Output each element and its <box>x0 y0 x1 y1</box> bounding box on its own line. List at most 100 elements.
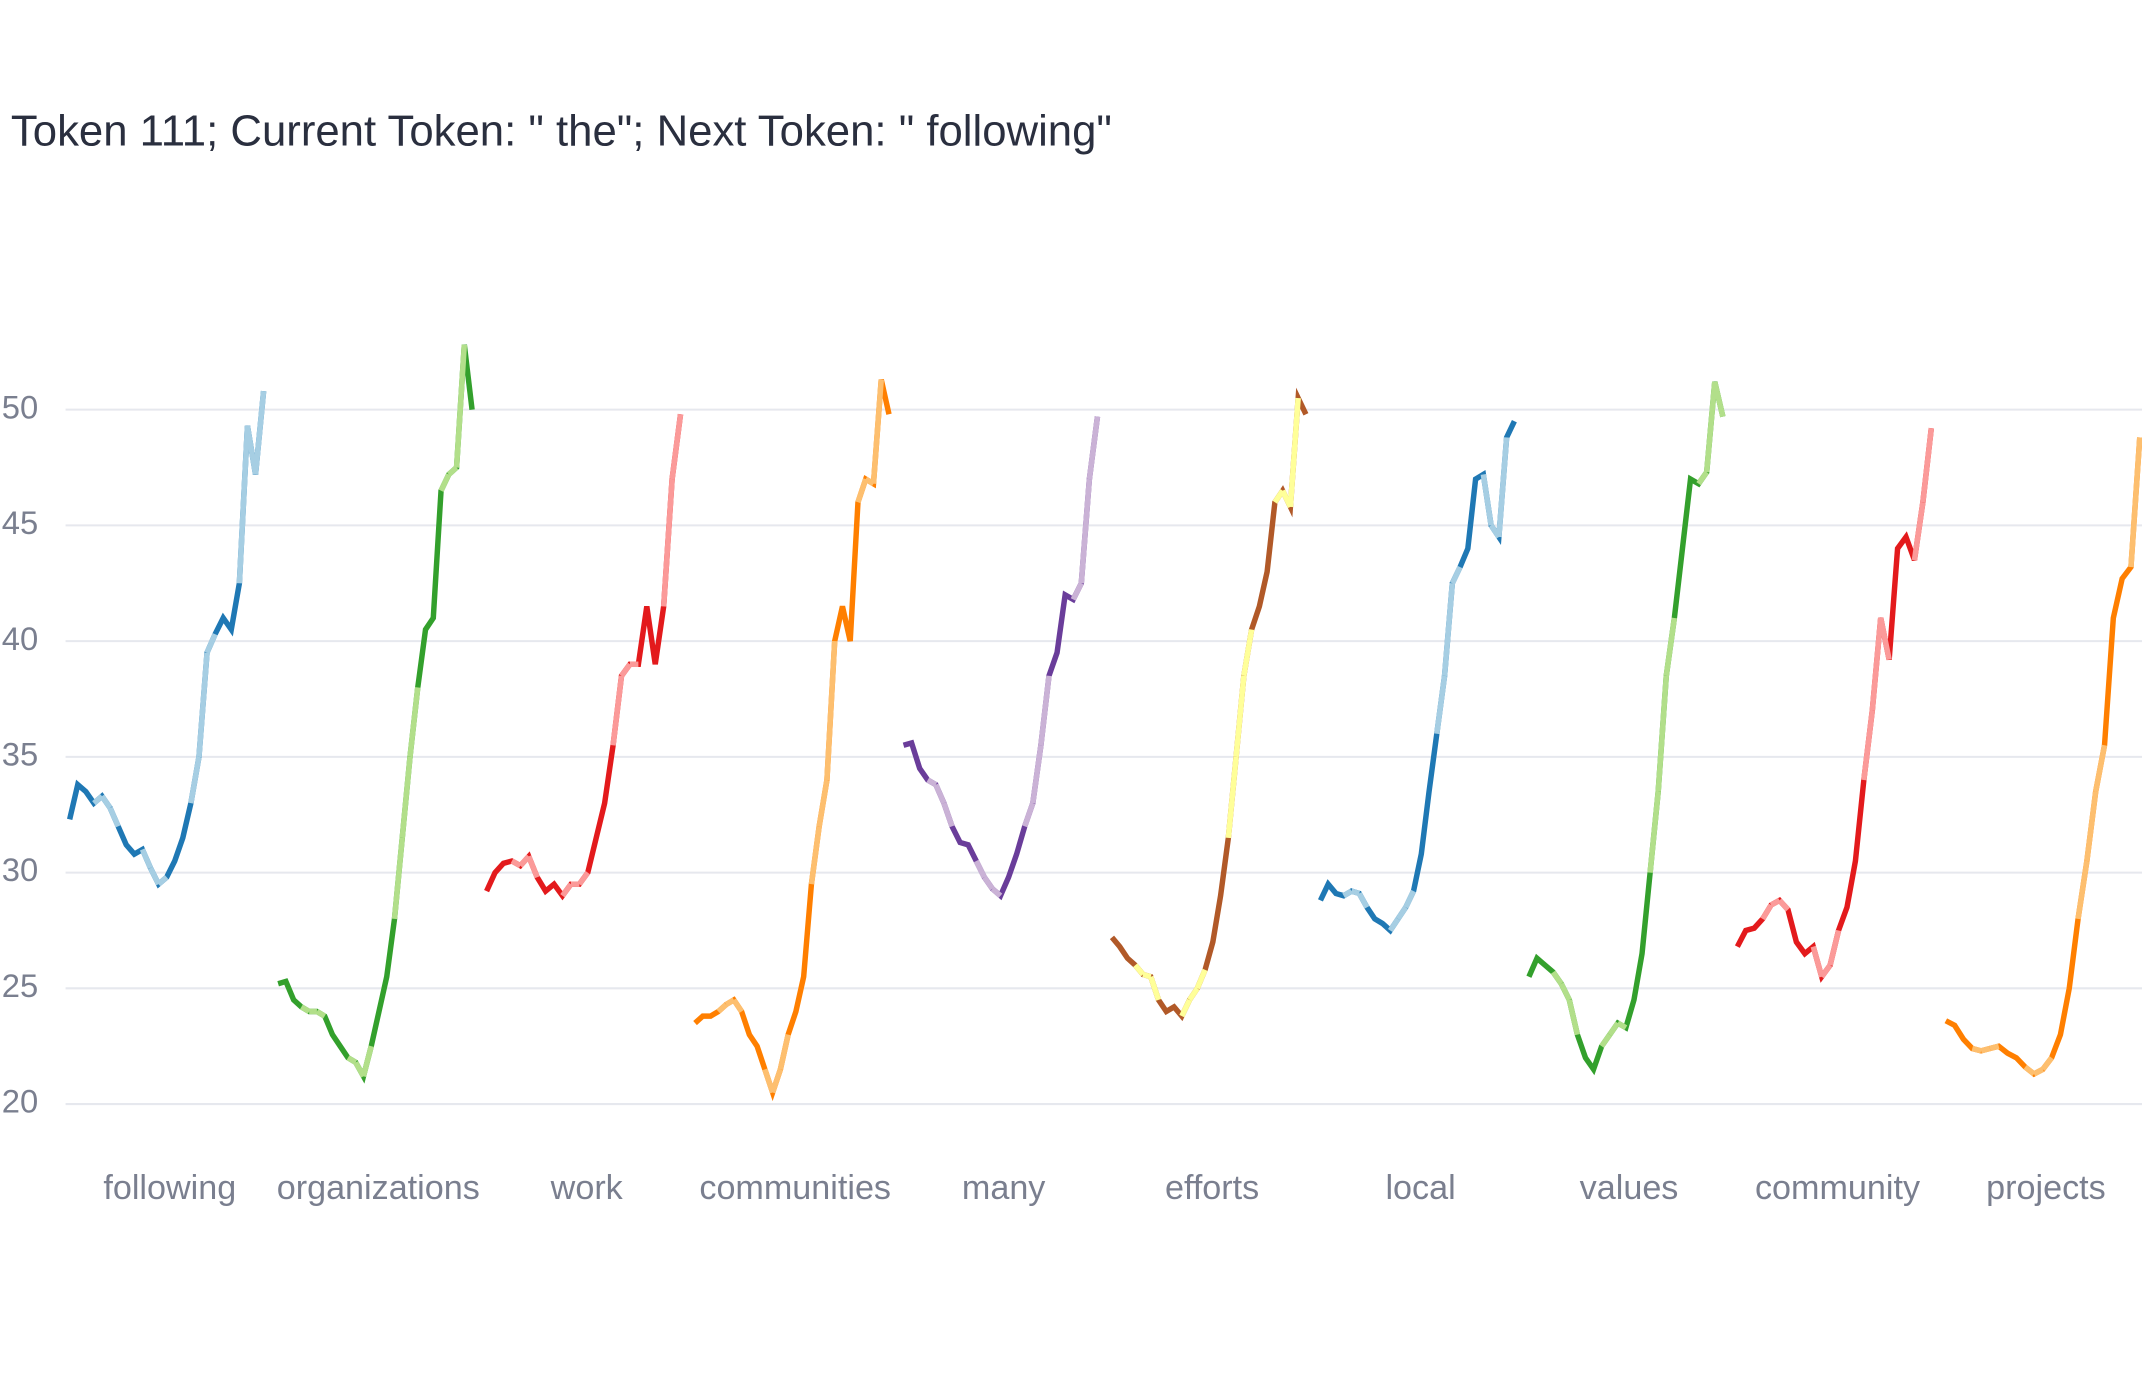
line-highlight <box>990 886 1003 898</box>
x-tick-label: local <box>1385 1169 1455 1207</box>
line-highlight <box>1989 1043 2000 1052</box>
series-line <box>693 378 892 1102</box>
line-highlight <box>1810 945 1825 978</box>
line-highlight <box>2093 744 2108 793</box>
line-highlight <box>731 998 744 1014</box>
line-highlight <box>1647 791 1661 873</box>
line-highlight <box>808 825 822 885</box>
line-highlight <box>1070 582 1084 601</box>
line-highlight <box>300 1004 311 1014</box>
x-tick-label: following <box>103 1169 236 1207</box>
series-line <box>1734 427 1935 983</box>
line-highlight <box>2023 1064 2036 1077</box>
line-highlight <box>560 882 574 898</box>
line-highlight <box>1038 675 1052 746</box>
y-tick-label: 50 <box>2 388 38 425</box>
line-highlight <box>407 687 421 758</box>
line-highlight <box>1769 897 1781 908</box>
y-tick-label: 45 <box>2 504 38 541</box>
line-highlight <box>1777 898 1790 912</box>
line-highlight <box>1920 427 1935 503</box>
line-highlight <box>99 794 113 810</box>
y-tick-label: 30 <box>2 851 38 888</box>
line-highlight <box>1819 963 1833 979</box>
line-highlight <box>1558 982 1572 1002</box>
line-highlight <box>188 756 202 804</box>
y-tick-label: 35 <box>2 736 38 773</box>
line-highlight <box>1599 1033 1612 1048</box>
line-highlight <box>724 997 736 1007</box>
line-highlight <box>399 756 413 839</box>
line-highlight <box>770 1068 783 1094</box>
series-line <box>67 390 267 889</box>
line-highlight <box>1022 802 1036 828</box>
line-highlight <box>1148 975 1162 1001</box>
line-highlight <box>933 783 947 805</box>
line-highlight <box>1287 397 1301 508</box>
x-tick-label: work <box>550 1169 624 1207</box>
line-highlight <box>510 858 522 869</box>
chart-title: Token 111; Current Token: " the"; Next T… <box>11 107 1112 156</box>
line-highlight <box>453 344 468 468</box>
x-tick-label: community <box>1755 1169 1920 1207</box>
line-highlight <box>660 478 675 607</box>
line-highlight <box>1703 381 1718 473</box>
line-highlight <box>716 1002 728 1014</box>
line-highlight <box>2128 437 2142 568</box>
y-tick-label: 20 <box>2 1083 38 1120</box>
line-highlight <box>982 875 995 891</box>
line-highlight <box>1663 617 1678 677</box>
line-highlight <box>156 875 169 887</box>
line-highlight <box>973 859 987 879</box>
y-tick-label: 40 <box>2 620 38 657</box>
line-highlight <box>2032 1066 2045 1077</box>
line-highlight <box>1496 437 1510 538</box>
line-highlight <box>1225 756 1239 839</box>
line-highlight <box>1387 917 1401 932</box>
line-highlight <box>1403 889 1417 909</box>
line-highlight <box>1356 892 1370 909</box>
x-tick-label: many <box>962 1169 1046 1207</box>
series-line <box>1109 387 1309 1022</box>
line-highlight <box>346 1055 358 1065</box>
line-highlight <box>1233 675 1247 758</box>
line-highlight <box>438 473 452 492</box>
line-highlight <box>577 870 590 886</box>
line-highlight <box>1869 617 1884 711</box>
line-highlight <box>1030 744 1044 804</box>
line-highlight <box>360 1045 374 1077</box>
x-tick-label: values <box>1580 1169 1679 1207</box>
line-highlight <box>2084 791 2099 862</box>
line-highlight <box>1342 888 1353 899</box>
line-highlight <box>1449 565 1463 585</box>
line-highlight <box>139 848 153 870</box>
line-highlight <box>926 777 938 788</box>
line-highlight <box>669 413 684 480</box>
line-highlight <box>252 390 267 475</box>
line-highlight <box>1241 629 1255 677</box>
line-highlight <box>941 802 955 828</box>
x-tick-label: projects <box>1986 1169 2106 1207</box>
line-highlight <box>1655 675 1670 792</box>
line-highlight <box>391 837 405 920</box>
line-highlight <box>1696 470 1709 486</box>
line-highlight <box>1434 675 1448 735</box>
line-highlight <box>1395 905 1409 921</box>
line-highlight <box>2075 860 2090 920</box>
line-highlight <box>1194 968 1208 990</box>
line-highlight <box>2040 1056 2054 1072</box>
line-highlight <box>1971 1045 1982 1054</box>
line-highlight <box>236 425 251 584</box>
line-highlight <box>870 379 884 484</box>
line-highlight <box>1086 416 1101 480</box>
line-highlight <box>526 855 540 879</box>
line-highlight <box>1142 971 1152 980</box>
line-highlight <box>196 652 210 758</box>
line-highlight <box>1861 710 1875 781</box>
line-highlight <box>1616 1020 1628 1031</box>
series-line <box>902 416 1101 901</box>
line-highlight <box>1441 583 1456 677</box>
line-highlight <box>1878 617 1892 661</box>
